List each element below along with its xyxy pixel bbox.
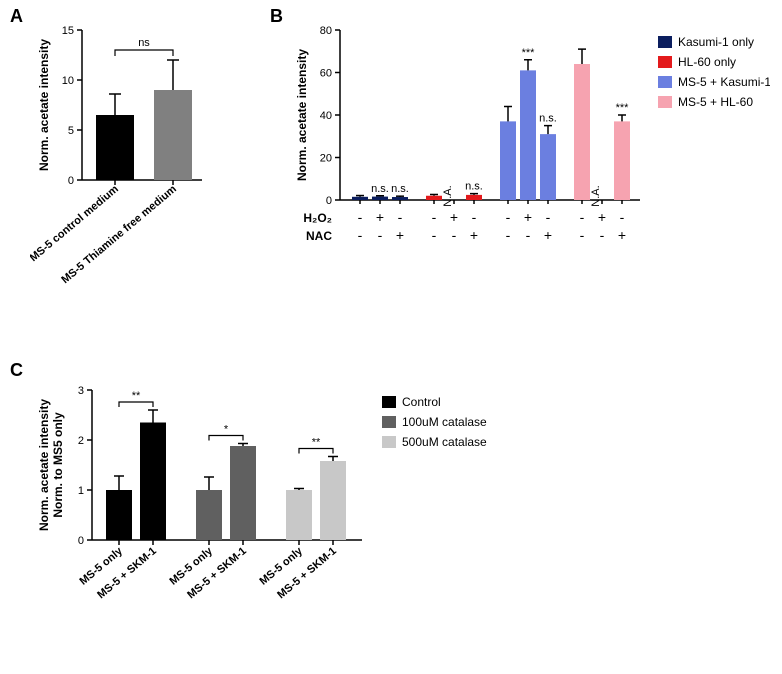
svg-text:40: 40 <box>320 110 332 122</box>
svg-text:+: + <box>544 227 552 243</box>
bar <box>154 90 192 180</box>
svg-text:+: + <box>376 209 384 225</box>
svg-text:MS-5 + SKM-1: MS-5 + SKM-1 <box>185 545 249 601</box>
svg-text:-: - <box>358 227 363 243</box>
svg-text:**: ** <box>132 390 141 402</box>
legend-swatch <box>382 436 396 448</box>
svg-text:-: - <box>472 209 477 225</box>
svg-text:Norm. acetate intensity: Norm. acetate intensity <box>37 399 51 531</box>
svg-text:-: - <box>432 227 437 243</box>
svg-text:Norm. acetate intensity: Norm. acetate intensity <box>295 49 309 181</box>
legend-swatch <box>658 76 672 88</box>
legend-swatch <box>382 416 396 428</box>
svg-text:n.s.: n.s. <box>465 181 483 193</box>
bar <box>392 197 408 200</box>
legend-label: 500uM catalase <box>402 435 487 449</box>
svg-text:+: + <box>598 209 606 225</box>
legend-label: 100uM catalase <box>402 415 487 429</box>
svg-text:0: 0 <box>68 175 74 187</box>
figure-root: A B C 051015Norm. acetate intensityMS-5 … <box>0 0 782 674</box>
panel-c-label: C <box>10 360 23 381</box>
legend-swatch <box>658 96 672 108</box>
svg-text:15: 15 <box>62 25 74 37</box>
panel-c-chart: 0 1 2 3 Norm. acetate intensityNorm. to MS5 … <box>30 380 550 670</box>
svg-text:-: - <box>620 209 625 225</box>
svg-text:n.s.: n.s. <box>539 113 557 125</box>
svg-text:5: 5 <box>68 125 74 137</box>
svg-text:-: - <box>452 227 457 243</box>
svg-text:+: + <box>396 227 404 243</box>
panel-b-chart: 020406080Norm. acetate intensityn.s.n.s.… <box>290 20 770 340</box>
bar <box>286 490 312 540</box>
svg-text:NAC: NAC <box>306 229 332 243</box>
svg-text:60: 60 <box>320 68 332 80</box>
svg-text:MS-5 Thiamine free medium: MS-5 Thiamine free medium <box>59 183 179 286</box>
svg-text:H₂O₂: H₂O₂ <box>303 211 332 225</box>
svg-text:+: + <box>524 209 532 225</box>
bar <box>352 197 368 200</box>
svg-text:-: - <box>432 209 437 225</box>
svg-text:80: 80 <box>320 25 332 37</box>
bar <box>466 195 482 200</box>
legend-label: Control <box>402 395 441 409</box>
legend-swatch <box>658 56 672 68</box>
svg-text:-: - <box>358 209 363 225</box>
legend-swatch <box>382 396 396 408</box>
panel-b-label: B <box>270 6 283 27</box>
legend-label: MS-5 + HL-60 <box>678 95 753 109</box>
svg-text:3: 3 <box>78 385 84 397</box>
legend-label: MS-5 + Kasumi-1 <box>678 75 770 89</box>
svg-text:-: - <box>600 227 605 243</box>
svg-text:-: - <box>378 227 383 243</box>
bar <box>614 121 630 200</box>
svg-text:-: - <box>398 209 403 225</box>
svg-text:+: + <box>470 227 478 243</box>
bar <box>372 197 388 200</box>
svg-text:1: 1 <box>78 485 84 497</box>
svg-text:-: - <box>506 209 511 225</box>
bar <box>520 70 536 200</box>
svg-text:N.A.: N.A. <box>442 185 454 206</box>
bar <box>426 196 442 200</box>
svg-text:Norm. to MS5 only: Norm. to MS5 only <box>51 412 65 518</box>
svg-text:2: 2 <box>78 435 84 447</box>
svg-text:0: 0 <box>326 195 332 207</box>
svg-text:-: - <box>580 209 585 225</box>
svg-text:+: + <box>450 209 458 225</box>
legend-label: HL-60 only <box>678 55 736 69</box>
bar <box>320 461 346 540</box>
svg-text:***: *** <box>616 102 630 114</box>
panel-a-label: A <box>10 6 23 27</box>
svg-text:0: 0 <box>78 535 84 547</box>
legend-label: Kasumi-1 only <box>678 35 754 49</box>
svg-text:MS-5 + SKM-1: MS-5 + SKM-1 <box>95 545 159 601</box>
svg-text:ns: ns <box>138 37 150 49</box>
svg-text:20: 20 <box>320 153 332 165</box>
svg-text:+: + <box>618 227 626 243</box>
svg-text:MS-5 + SKM-1: MS-5 + SKM-1 <box>275 545 339 601</box>
bar <box>106 490 132 540</box>
svg-text:-: - <box>526 227 531 243</box>
bar <box>540 134 556 200</box>
bar <box>140 423 166 541</box>
svg-text:n.s.: n.s. <box>391 183 409 195</box>
svg-text:-: - <box>546 209 551 225</box>
svg-text:-: - <box>580 227 585 243</box>
svg-text:10: 10 <box>62 75 74 87</box>
bar <box>500 121 516 200</box>
svg-text:Norm. acetate intensity: Norm. acetate intensity <box>37 39 51 171</box>
svg-text:N.A.: N.A. <box>590 185 602 206</box>
svg-text:***: *** <box>522 47 536 59</box>
bar <box>196 490 222 540</box>
svg-text:-: - <box>506 227 511 243</box>
svg-text:**: ** <box>312 437 321 449</box>
svg-text:n.s.: n.s. <box>371 183 389 195</box>
legend-swatch <box>658 36 672 48</box>
panel-a-chart: 051015Norm. acetate intensityMS-5 contro… <box>30 20 260 340</box>
svg-text:*: * <box>224 424 229 436</box>
bar <box>574 64 590 200</box>
bar <box>96 115 134 180</box>
bar <box>230 446 256 540</box>
